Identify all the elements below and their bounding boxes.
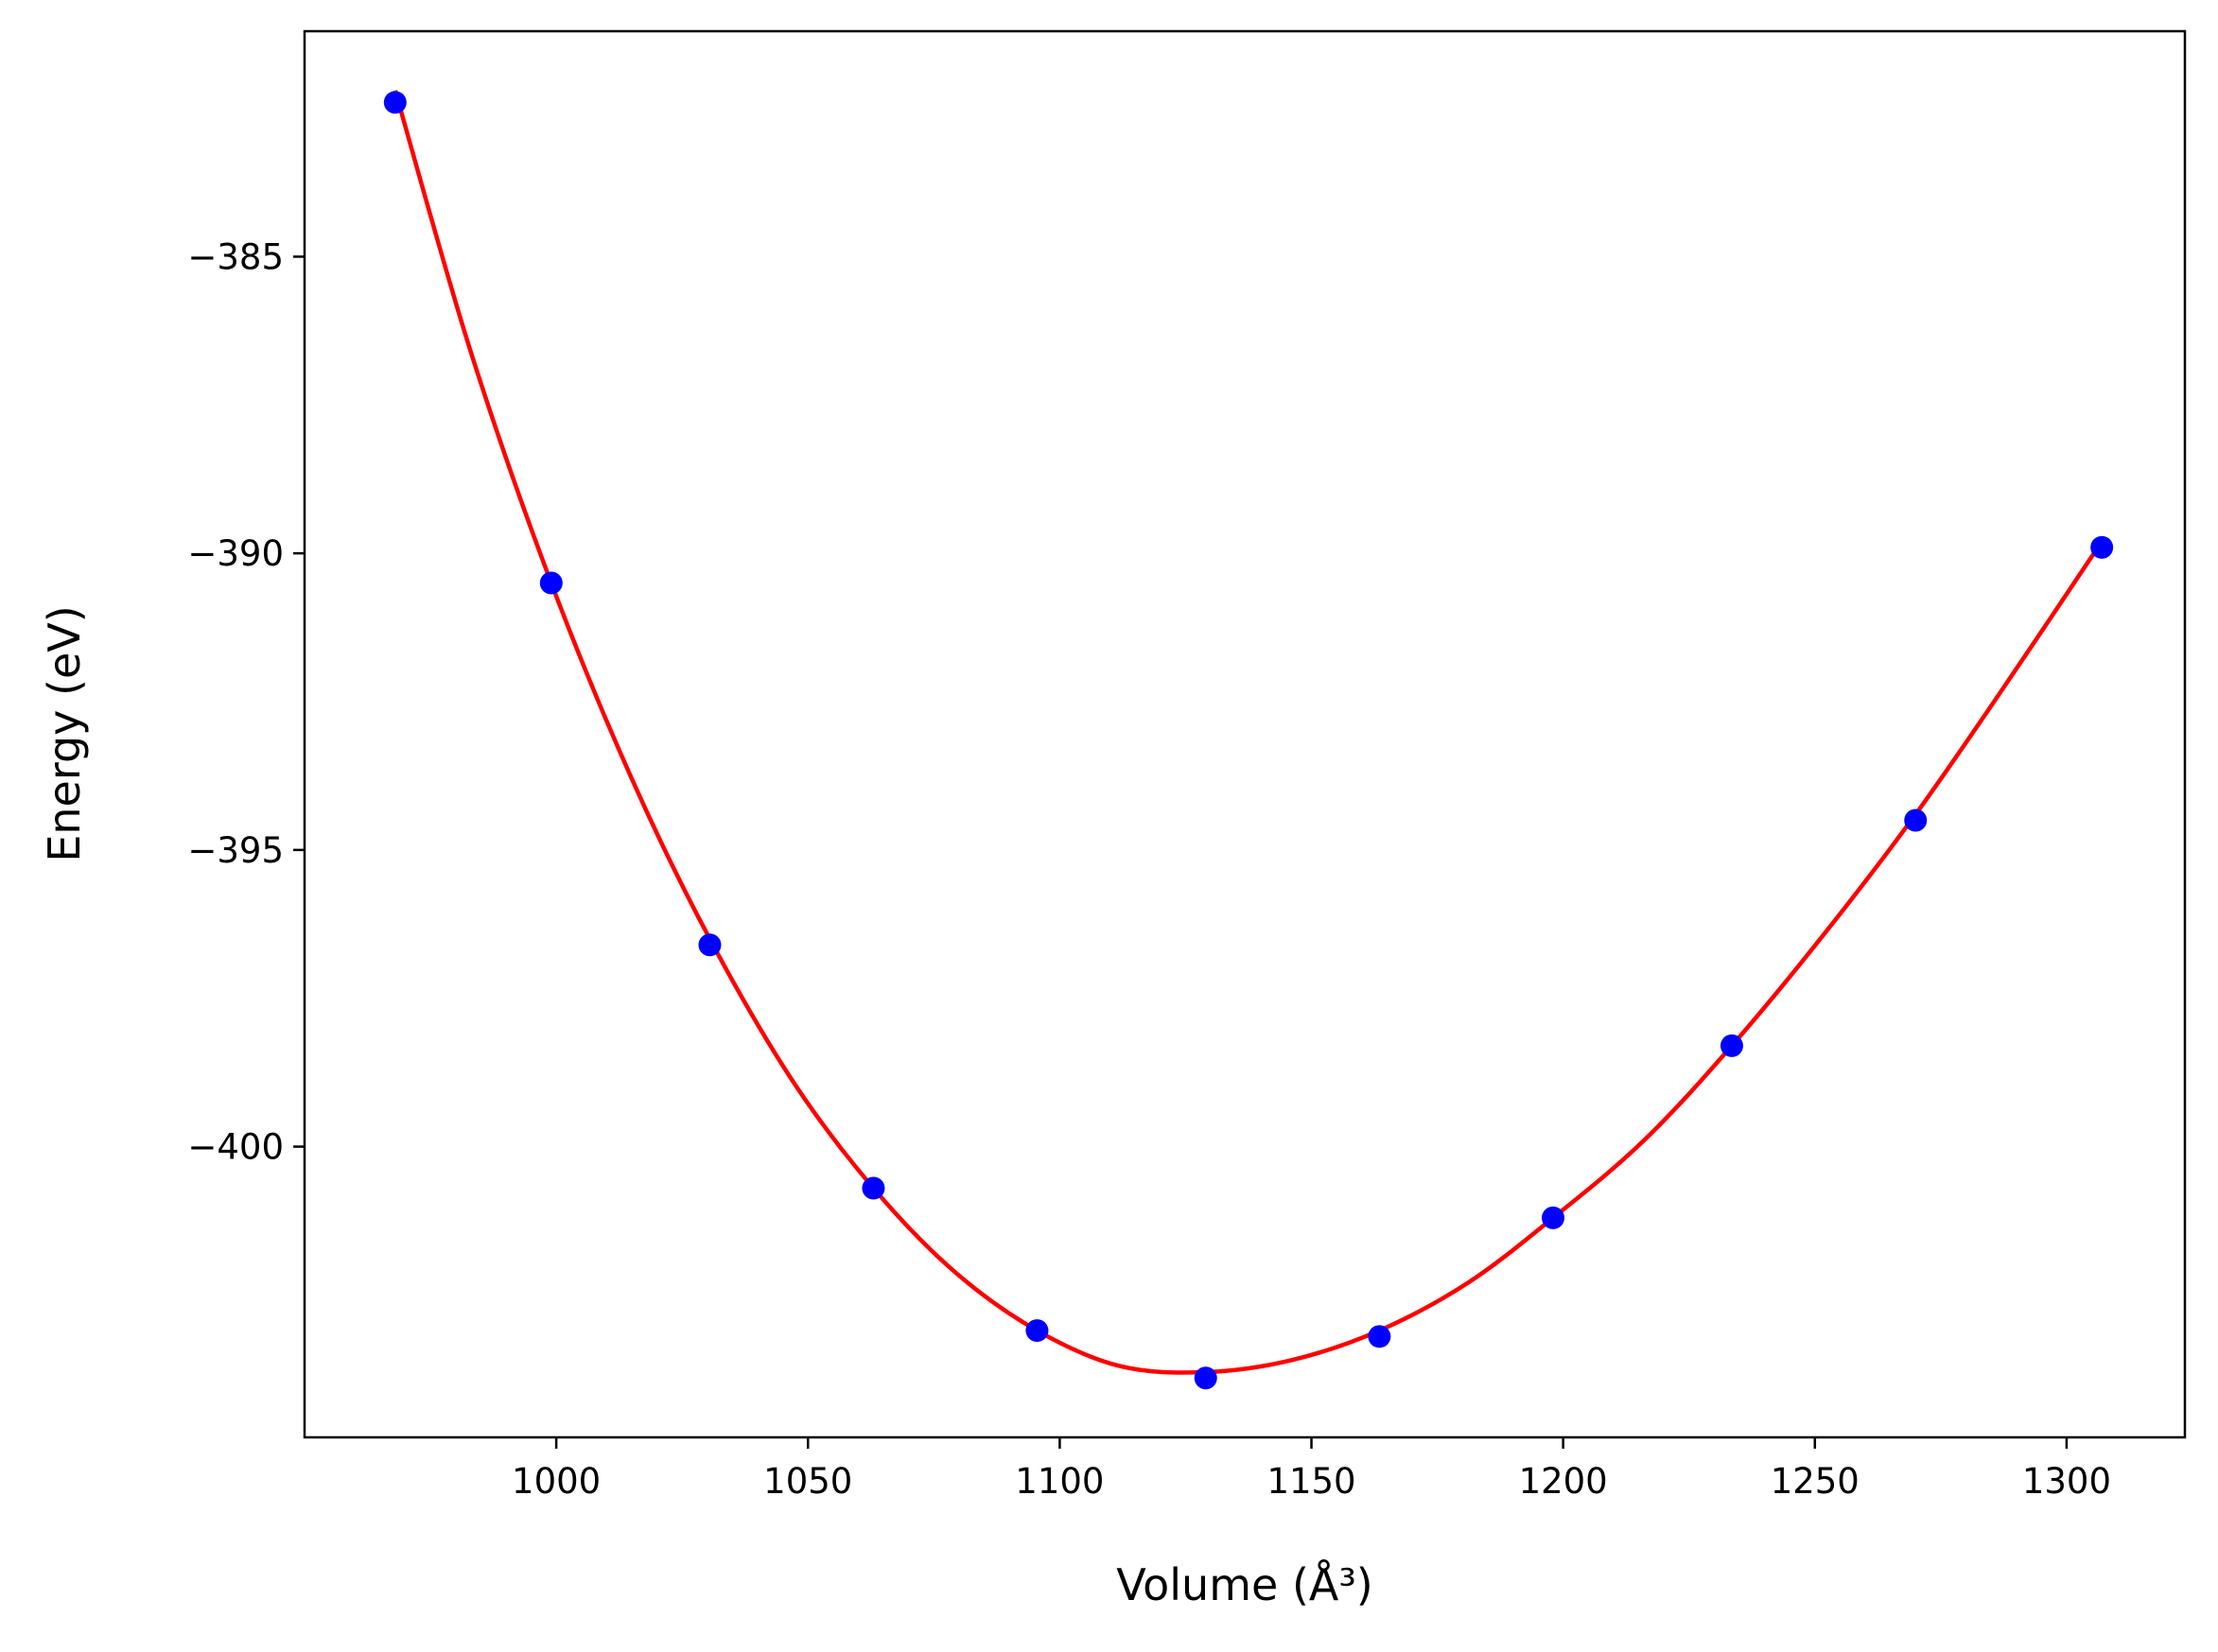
x-axis: 1000 1050 1100 1150 1200 1250 1300: [512, 1437, 2111, 1502]
y-tick-label: −400: [187, 1127, 284, 1168]
y-tick-label: −390: [187, 533, 284, 574]
data-point: [1025, 1319, 1049, 1343]
data-point: [2090, 535, 2114, 559]
data-point: [698, 933, 722, 957]
data-point: [1368, 1325, 1391, 1348]
data-point: [862, 1176, 885, 1200]
data-point: [1720, 1034, 1743, 1057]
x-tick-label: 1300: [2022, 1461, 2111, 1502]
x-tick-label: 1150: [1266, 1461, 1355, 1502]
x-axis-label: Volume (Å³): [1116, 1559, 1373, 1610]
data-point: [1194, 1366, 1217, 1390]
x-tick-label: 1250: [1771, 1461, 1860, 1502]
data-point: [1542, 1206, 1565, 1229]
y-tick-label: −385: [187, 236, 284, 277]
y-axis-label: Energy (eV): [39, 605, 90, 861]
data-point: [383, 91, 407, 114]
axes-frame: [303, 29, 2187, 1439]
x-tick-label: 1000: [512, 1461, 601, 1502]
fit-curve-line: [393, 90, 2104, 1375]
y-axis: −385 −390 −395 −400: [187, 236, 305, 1168]
x-tick-label: 1050: [763, 1461, 852, 1502]
data-point: [1904, 809, 1928, 832]
y-tick-label: −395: [187, 830, 284, 871]
x-tick-label: 1100: [1015, 1461, 1104, 1502]
plot-area: [383, 90, 2114, 1390]
x-tick-label: 1200: [1519, 1461, 1608, 1502]
data-point: [539, 571, 563, 595]
